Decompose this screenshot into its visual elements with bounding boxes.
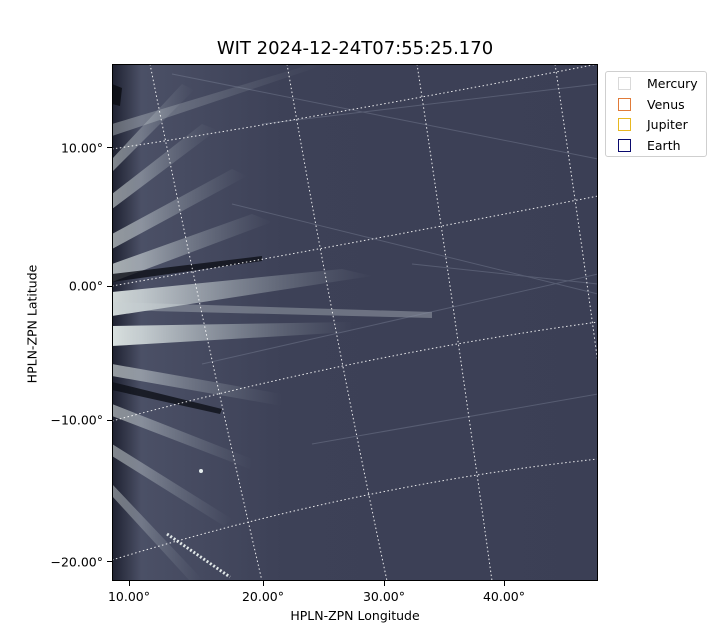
x-tick-label: 30.00° — [362, 589, 406, 604]
y-axis-title: HPLN-ZPN Latitude — [24, 264, 40, 384]
y-tick-label: −20.00° — [50, 554, 103, 570]
background-streaks — [171, 73, 598, 445]
legend-label: Venus — [647, 96, 685, 112]
y-tick-mark — [107, 561, 112, 562]
x-tick-mark — [129, 581, 130, 586]
legend: Mercury Venus Jupiter Earth — [605, 71, 707, 157]
x-tick-mark — [384, 581, 385, 586]
coronal-image — [112, 64, 598, 581]
y-tick-mark — [107, 420, 112, 421]
figure-title: WIT 2024-12-24T07:55:25.170 — [216, 38, 494, 59]
x-axis-title: HPLN-ZPN Longitude — [290, 608, 420, 623]
coronal-streamers — [112, 64, 432, 581]
x-tick-label: 20.00° — [241, 589, 285, 604]
legend-item-venus: Venus — [618, 96, 685, 112]
y-tick-label: 10.00° — [60, 140, 103, 156]
legend-swatch — [618, 97, 631, 111]
legend-label: Earth — [647, 137, 681, 153]
y-tick-mark — [107, 147, 112, 148]
dark-lanes — [112, 84, 262, 414]
y-tick-label: −10.00° — [50, 412, 103, 428]
y-tick-label: 0.00° — [68, 278, 103, 294]
x-tick-label: 40.00° — [482, 589, 526, 604]
legend-swatch — [618, 138, 631, 152]
legend-swatch — [618, 76, 631, 90]
legend-item-mercury: Mercury — [618, 75, 698, 91]
plot-area — [112, 64, 598, 581]
legend-item-jupiter: Jupiter — [618, 116, 688, 132]
y-tick-mark — [107, 286, 112, 287]
legend-label: Mercury — [647, 75, 698, 91]
legend-item-earth: Earth — [618, 137, 681, 153]
x-tick-mark — [504, 581, 505, 586]
legend-label: Jupiter — [647, 116, 688, 132]
legend-swatch — [618, 117, 631, 131]
x-tick-mark — [263, 581, 264, 586]
x-tick-label: 10.00° — [107, 589, 151, 604]
coordinate-grid — [112, 64, 598, 581]
point-source — [199, 469, 203, 473]
